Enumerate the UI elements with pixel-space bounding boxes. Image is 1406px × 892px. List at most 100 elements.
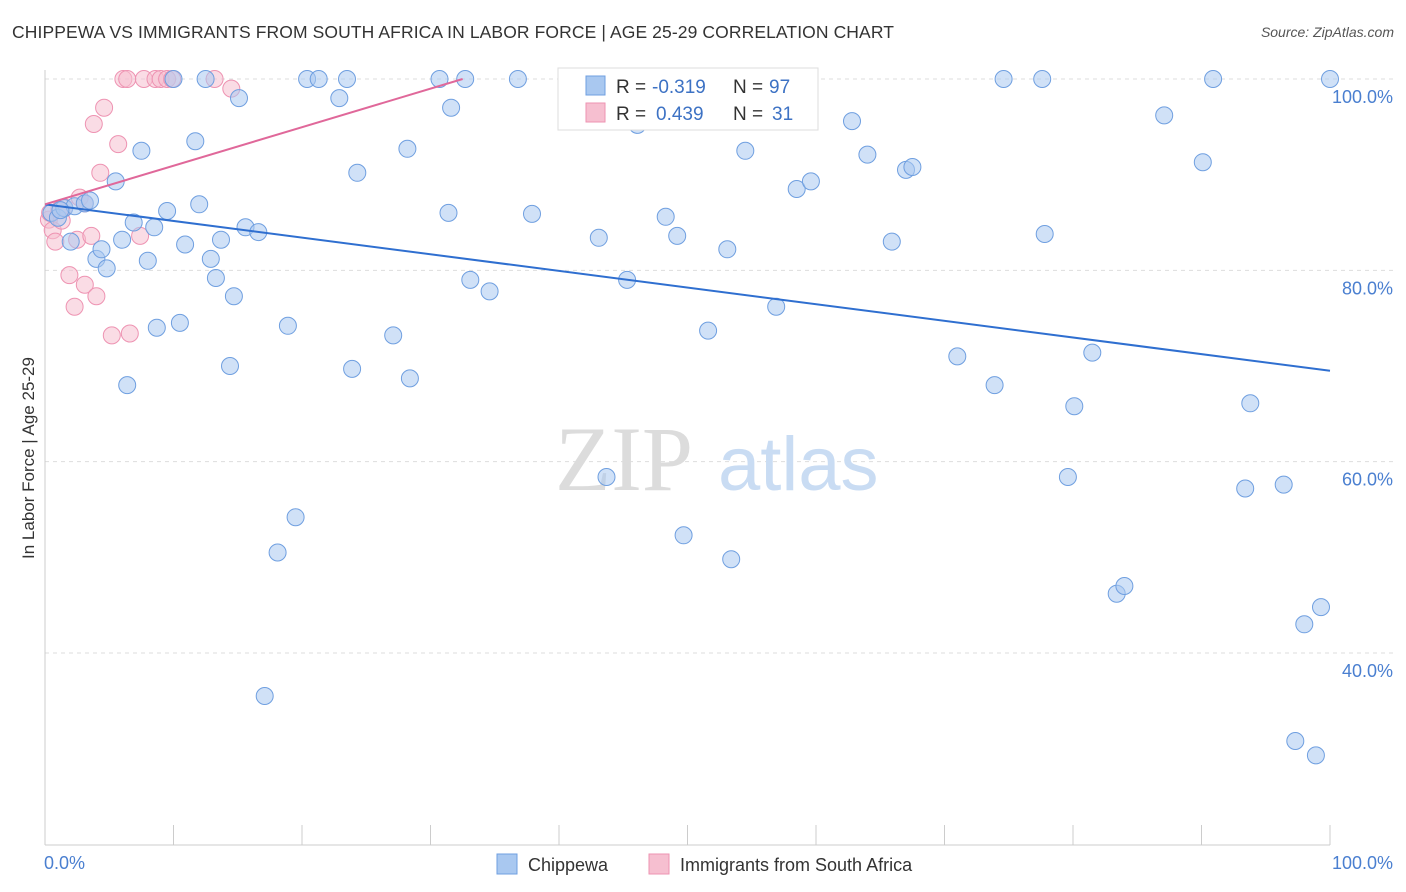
chippewa-point [699, 321, 718, 340]
chippewa-point [343, 359, 362, 378]
x-ticks [44, 825, 1331, 845]
chippewa-point [1083, 343, 1102, 362]
chippewa-point [268, 543, 287, 562]
source-label: Source: ZipAtlas.com [1260, 24, 1394, 40]
x-tick-label-min: 0.0% [44, 853, 85, 873]
chippewa-point [124, 213, 143, 232]
chippewa-point [118, 376, 137, 395]
chippewa-point [1295, 615, 1314, 634]
legend-r-label-chippewa: R = [616, 77, 646, 98]
series-chippewa-points [42, 70, 1339, 765]
chippewa-point [186, 132, 205, 151]
chippewa-point [398, 139, 417, 158]
chippewa-point [164, 70, 183, 88]
chippewa-point [882, 232, 901, 251]
chippewa-point [221, 357, 239, 375]
immigrants-point [65, 297, 84, 316]
chippewa-point [400, 369, 419, 388]
chippewa-point [1241, 394, 1260, 413]
immigrants-point [60, 266, 79, 285]
chippewa-point [51, 201, 70, 220]
chippewa-point [1035, 225, 1054, 243]
chippewa-point [348, 163, 367, 182]
chippewa-point [1033, 70, 1052, 88]
chippewa-point [1115, 577, 1134, 595]
legend-r-value-immigrants: 0.439 [656, 104, 704, 125]
immigrants-point [91, 163, 110, 182]
chippewa-point [508, 70, 527, 88]
chippewa-point [674, 526, 693, 545]
chippewa-point [656, 207, 675, 226]
chippewa-point [1321, 70, 1339, 88]
trend-lines [44, 78, 1331, 372]
trend-line-chippewa [44, 203, 1331, 372]
chippewa-point [338, 70, 356, 88]
chippewa-point [787, 180, 806, 198]
chippewa-point [597, 468, 616, 486]
immigrants-point [109, 135, 128, 154]
bottom-legend-label-chippewa: Chippewa [528, 855, 609, 875]
legend-n-label-immigrants: N = [733, 104, 763, 125]
chippewa-point [858, 145, 877, 164]
chippewa-point [255, 687, 274, 705]
legend-n-label-chippewa: N = [733, 77, 763, 98]
chippewa-point [330, 89, 349, 108]
immigrants-point [82, 226, 101, 245]
chippewa-point [278, 316, 297, 335]
chippewa-point [430, 70, 449, 88]
legend-r-value-chippewa: -0.319 [652, 77, 706, 98]
y-tick-label-100: 100.0% [1332, 87, 1393, 107]
legend-swatch-chippewa [585, 75, 606, 96]
chippewa-point [1204, 70, 1223, 88]
chippewa-point [190, 195, 209, 214]
chippewa-point [230, 89, 248, 108]
chippewa-point [1306, 746, 1325, 765]
y-tick-label-80: 80.0% [1342, 278, 1393, 298]
immigrants-point [46, 232, 65, 251]
legend-r-label-immigrants: R = [616, 104, 646, 125]
immigrants-point [75, 275, 94, 294]
chippewa-point [843, 112, 861, 131]
chippewa-point [1312, 598, 1330, 617]
immigrants-point [87, 287, 106, 306]
chippewa-point [948, 347, 967, 366]
chippewa-point [1193, 153, 1212, 172]
immigrants-point [84, 115, 103, 133]
chippewa-point [384, 326, 403, 345]
chippewa-point [113, 230, 132, 249]
bottom-legend-swatch-immigrants [648, 853, 670, 875]
chippewa-point [158, 202, 177, 220]
chippewa-point [1065, 397, 1084, 416]
chippewa-point [736, 141, 755, 160]
chippewa-point [1236, 479, 1255, 498]
chippewa-point [442, 98, 461, 117]
immigrants-point [95, 98, 114, 117]
y-tick-labels: 40.0% 60.0% 80.0% 100.0% [1332, 87, 1393, 681]
chippewa-point [801, 172, 820, 191]
chippewa-point [81, 191, 99, 210]
watermark-zip: ZIP [555, 408, 693, 510]
trend-line-immigrants [44, 78, 463, 206]
chippewa-point [224, 287, 243, 306]
chippewa-point [1286, 732, 1305, 750]
chippewa-point [523, 204, 541, 223]
y-tick-label-60: 60.0% [1342, 470, 1393, 490]
immigrants-point [120, 324, 139, 343]
chippewa-point [196, 70, 215, 88]
legend-swatch-immigrants [585, 102, 606, 123]
bottom-legend-swatch-chippewa [496, 853, 518, 875]
chippewa-point [1058, 468, 1077, 486]
chippewa-point [456, 70, 475, 88]
chippewa-point [309, 70, 328, 88]
chippewa-point [461, 270, 480, 289]
chippewa-point [668, 226, 687, 245]
legend-n-value-immigrants: 31 [772, 104, 793, 125]
x-tick-label-max: 100.0% [1332, 853, 1393, 873]
chippewa-point [145, 218, 164, 237]
chippewa-point [985, 376, 1004, 395]
chippewa-point [1274, 475, 1293, 494]
watermark-atlas: atlas [718, 422, 879, 507]
chippewa-point [176, 235, 195, 254]
chippewa-point [201, 249, 220, 268]
bottom-legend-label-immigrants: Immigrants from South Africa [680, 855, 913, 875]
